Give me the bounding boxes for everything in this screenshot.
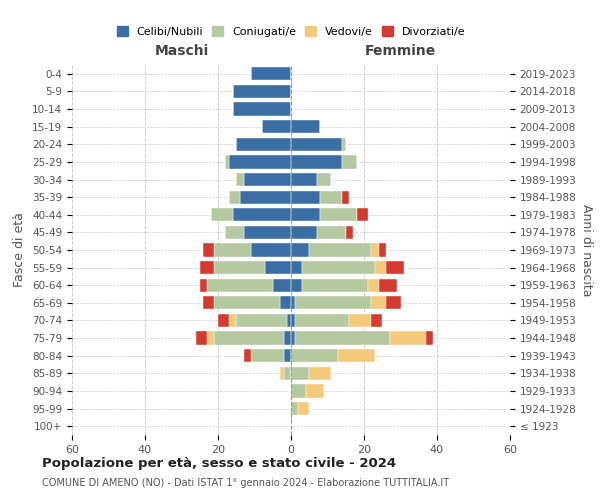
- Bar: [295, 296, 371, 310]
- Bar: [287, 314, 291, 327]
- Bar: [291, 349, 338, 362]
- Bar: [200, 278, 207, 292]
- Bar: [291, 244, 309, 256]
- Bar: [291, 261, 302, 274]
- Bar: [291, 278, 302, 292]
- Text: COMUNE DI AMENO (NO) - Dati ISTAT 1° gennaio 2024 - Elaborazione TUTTITALIA.IT: COMUNE DI AMENO (NO) - Dati ISTAT 1° gen…: [42, 478, 449, 488]
- Bar: [338, 349, 375, 362]
- Bar: [226, 156, 229, 168]
- Bar: [371, 296, 386, 310]
- Bar: [211, 208, 233, 222]
- Bar: [309, 244, 371, 256]
- Bar: [368, 278, 379, 292]
- Bar: [320, 208, 356, 222]
- Bar: [291, 120, 320, 134]
- Bar: [291, 138, 342, 151]
- Bar: [244, 226, 291, 239]
- Bar: [291, 208, 320, 222]
- Bar: [426, 332, 433, 344]
- Bar: [295, 314, 349, 327]
- Bar: [302, 261, 375, 274]
- Bar: [291, 296, 295, 310]
- Bar: [320, 190, 342, 204]
- Bar: [218, 314, 229, 327]
- Bar: [342, 138, 346, 151]
- Bar: [309, 366, 331, 380]
- Bar: [251, 349, 284, 362]
- Bar: [200, 261, 214, 274]
- Bar: [273, 278, 291, 292]
- Legend: Celibi/Nubili, Coniugati/e, Vedovi/e, Divorziati/e: Celibi/Nubili, Coniugati/e, Vedovi/e, Di…: [113, 22, 469, 40]
- Bar: [244, 173, 291, 186]
- Bar: [375, 261, 386, 274]
- Text: Popolazione per età, sesso e stato civile - 2024: Popolazione per età, sesso e stato civil…: [42, 458, 396, 470]
- Bar: [291, 226, 317, 239]
- Bar: [284, 366, 291, 380]
- Bar: [291, 384, 305, 398]
- Bar: [291, 332, 295, 344]
- Bar: [284, 349, 291, 362]
- Bar: [379, 278, 397, 292]
- Bar: [214, 296, 280, 310]
- Bar: [240, 190, 291, 204]
- Bar: [229, 190, 240, 204]
- Bar: [356, 208, 368, 222]
- Bar: [233, 102, 291, 116]
- Bar: [244, 349, 251, 362]
- Bar: [203, 296, 214, 310]
- Bar: [349, 314, 371, 327]
- Bar: [236, 173, 244, 186]
- Bar: [291, 156, 342, 168]
- Bar: [342, 190, 349, 204]
- Bar: [236, 138, 291, 151]
- Bar: [233, 208, 291, 222]
- Bar: [298, 402, 309, 415]
- Bar: [207, 278, 273, 292]
- Bar: [291, 314, 295, 327]
- Bar: [226, 226, 244, 239]
- Bar: [280, 296, 291, 310]
- Bar: [284, 332, 291, 344]
- Bar: [280, 366, 284, 380]
- Bar: [229, 314, 236, 327]
- Bar: [196, 332, 207, 344]
- Bar: [317, 173, 331, 186]
- Bar: [233, 85, 291, 98]
- Bar: [291, 402, 298, 415]
- Text: Femmine: Femmine: [365, 44, 436, 58]
- Bar: [346, 226, 353, 239]
- Bar: [386, 296, 401, 310]
- Bar: [317, 226, 346, 239]
- Bar: [291, 173, 317, 186]
- Bar: [302, 278, 368, 292]
- Bar: [214, 261, 265, 274]
- Bar: [214, 332, 284, 344]
- Bar: [379, 244, 386, 256]
- Bar: [265, 261, 291, 274]
- Bar: [207, 332, 214, 344]
- Bar: [371, 244, 379, 256]
- Bar: [251, 244, 291, 256]
- Bar: [389, 332, 426, 344]
- Bar: [371, 314, 382, 327]
- Bar: [342, 156, 357, 168]
- Bar: [262, 120, 291, 134]
- Bar: [291, 190, 320, 204]
- Y-axis label: Anni di nascita: Anni di nascita: [580, 204, 593, 296]
- Bar: [229, 156, 291, 168]
- Bar: [236, 314, 287, 327]
- Bar: [203, 244, 214, 256]
- Y-axis label: Fasce di età: Fasce di età: [13, 212, 26, 288]
- Bar: [291, 366, 309, 380]
- Bar: [295, 332, 389, 344]
- Bar: [251, 67, 291, 80]
- Bar: [386, 261, 404, 274]
- Text: Maschi: Maschi: [154, 44, 209, 58]
- Bar: [305, 384, 324, 398]
- Bar: [214, 244, 251, 256]
